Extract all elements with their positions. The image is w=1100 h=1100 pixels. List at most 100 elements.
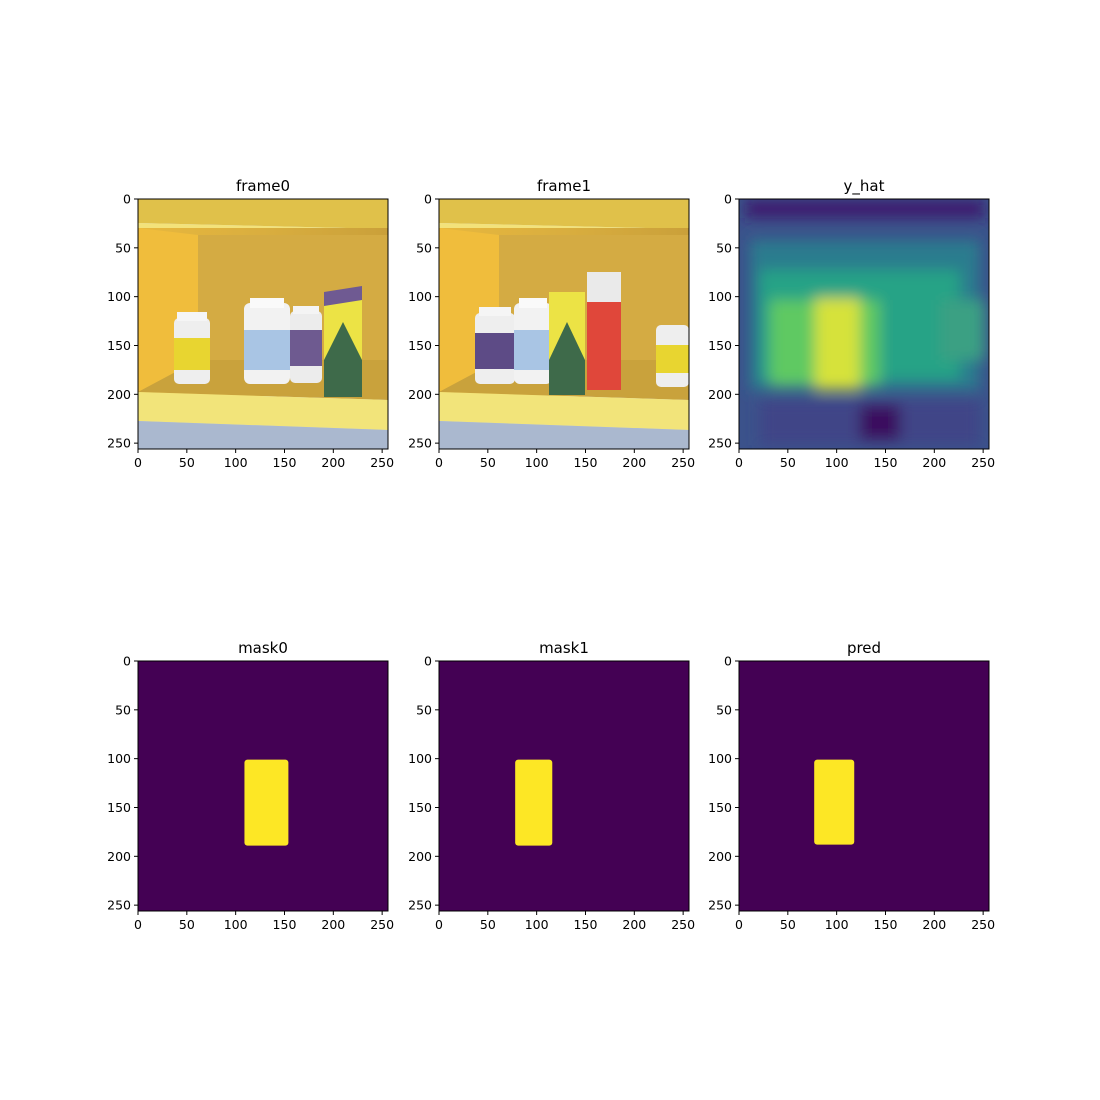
panel-mask1 <box>439 661 689 911</box>
frame1-xtick-label: 250 <box>671 455 695 470</box>
mask1-ytick-label: 100 <box>408 751 432 766</box>
frame0-axes-frame <box>137 198 389 450</box>
y_hat-title: y_hat <box>844 177 885 196</box>
pred-foreground <box>814 759 855 845</box>
pred-xtick-label: 150 <box>874 917 898 932</box>
y_hat-ytick-label: 200 <box>708 387 732 402</box>
mask0-foreground <box>244 759 289 846</box>
frame0-photo <box>138 199 388 449</box>
frame1-ytick-label: 150 <box>408 338 432 353</box>
frame1-xtick-label: 0 <box>435 455 443 470</box>
y_hat-xtick-label: 0 <box>735 455 743 470</box>
mask1-ytick-label: 50 <box>416 702 432 717</box>
pred-ytick-label: 250 <box>708 898 732 913</box>
frame0-ytick-label: 200 <box>107 387 131 402</box>
y_hat-xtick-label: 200 <box>922 455 946 470</box>
frame0-title: frame0 <box>236 177 290 195</box>
mask1-background <box>439 661 689 911</box>
mask1-foreground-region <box>515 759 553 846</box>
frame0-xtick-label: 0 <box>134 455 142 470</box>
pred-xtick-label: 100 <box>825 917 849 932</box>
mask0-xtick-label: 0 <box>134 917 142 932</box>
pred-ytick-label: 100 <box>708 751 732 766</box>
mask0-ytick-label: 250 <box>107 898 131 913</box>
frame1-ytick-label: 100 <box>408 289 432 304</box>
frame0-xtick-label: 100 <box>224 455 248 470</box>
mask0-ytick-label: 0 <box>123 654 131 669</box>
mask0-xtick-label: 150 <box>273 917 297 932</box>
mask1-xtick-label: 0 <box>435 917 443 932</box>
frame1-xtick-label: 150 <box>574 455 598 470</box>
mask0-ytick-label: 200 <box>107 849 131 864</box>
mask0-axes-frame <box>137 660 389 912</box>
mask0-foreground-region <box>244 759 289 846</box>
mask0-xtick-label: 200 <box>321 917 345 932</box>
mask1-axes-frame <box>438 660 690 912</box>
frame1-xtick-label: 50 <box>480 455 496 470</box>
mask0-ytick-label: 50 <box>115 702 131 717</box>
mask1-xtick-label: 200 <box>622 917 646 932</box>
frame1-ytick-label: 50 <box>416 240 432 255</box>
mask1-ytick-label: 250 <box>408 898 432 913</box>
frame0-ytick-label: 0 <box>123 192 131 207</box>
pred-foreground-region <box>814 759 855 845</box>
mask1-xtick-label: 50 <box>480 917 496 932</box>
y_hat-ytick-label: 0 <box>724 192 732 207</box>
y_hat-ytick-label: 150 <box>708 338 732 353</box>
y_hat-ytick-label: 50 <box>716 240 732 255</box>
mask0-xtick-label: 100 <box>224 917 248 932</box>
mask1-foreground <box>515 759 553 846</box>
pred-background <box>739 661 989 911</box>
panel-y-hat <box>739 199 989 449</box>
mask1-ytick-label: 0 <box>424 654 432 669</box>
pred-ytick-label: 50 <box>716 702 732 717</box>
mask1-xtick-label: 250 <box>671 917 695 932</box>
pred-axes-frame <box>738 660 990 912</box>
y_hat-xtick-label: 100 <box>825 455 849 470</box>
mask1-xtick-label: 150 <box>574 917 598 932</box>
panel-frame0 <box>138 199 388 449</box>
frame0-ytick-label: 250 <box>107 436 131 451</box>
frame0-xtick-label: 50 <box>179 455 195 470</box>
y_hat-xtick-label: 50 <box>780 455 796 470</box>
pred-xtick-label: 200 <box>922 917 946 932</box>
frame1-xtick-label: 200 <box>622 455 646 470</box>
y-hat-heatmap <box>739 199 989 449</box>
panel-frame1 <box>439 199 689 449</box>
mask1-title: mask1 <box>539 639 589 657</box>
panel-mask0 <box>138 661 388 911</box>
mask0-ytick-label: 150 <box>107 800 131 815</box>
y_hat-axes-frame <box>738 198 990 450</box>
frame1-title: frame1 <box>537 177 591 195</box>
y_hat-ytick-label: 100 <box>708 289 732 304</box>
pred-xtick-label: 50 <box>780 917 796 932</box>
mask0-xtick-label: 250 <box>370 917 394 932</box>
panel-pred <box>739 661 989 911</box>
pred-title: pred <box>847 639 881 657</box>
frame1-photo <box>439 199 689 449</box>
mask1-ytick-label: 200 <box>408 849 432 864</box>
y_hat-ytick-label: 250 <box>708 436 732 451</box>
frame0-xtick-label: 200 <box>321 455 345 470</box>
frame0-xtick-label: 250 <box>370 455 394 470</box>
frame0-ytick-label: 50 <box>115 240 131 255</box>
mask0-title: mask0 <box>238 639 288 657</box>
frame1-axes-frame <box>438 198 690 450</box>
frame0-ytick-label: 150 <box>107 338 131 353</box>
mask1-xtick-label: 100 <box>525 917 549 932</box>
pred-xtick-label: 250 <box>971 917 995 932</box>
mask0-xtick-label: 50 <box>179 917 195 932</box>
pred-xtick-label: 0 <box>735 917 743 932</box>
pred-ytick-label: 150 <box>708 800 732 815</box>
frame1-ytick-label: 200 <box>408 387 432 402</box>
frame1-ytick-label: 250 <box>408 436 432 451</box>
frame1-xtick-label: 100 <box>525 455 549 470</box>
pred-ytick-label: 0 <box>724 654 732 669</box>
y_hat-xtick-label: 150 <box>874 455 898 470</box>
frame0-ytick-label: 100 <box>107 289 131 304</box>
pred-ytick-label: 200 <box>708 849 732 864</box>
mask0-ytick-label: 100 <box>107 751 131 766</box>
frame1-ytick-label: 0 <box>424 192 432 207</box>
